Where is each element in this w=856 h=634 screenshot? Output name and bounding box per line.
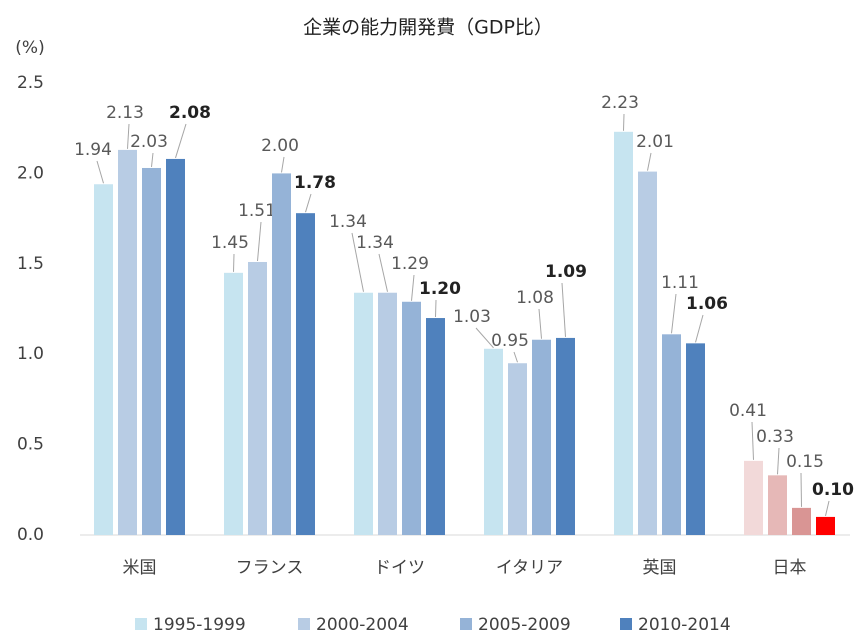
bar (402, 301, 421, 535)
bar (508, 363, 527, 535)
data-label: 1.29 (391, 254, 429, 274)
data-label: 0.95 (491, 331, 529, 351)
legend-label: 2005-2009 (478, 615, 571, 634)
leader-line (513, 351, 518, 363)
leader-line (538, 308, 542, 339)
bar (532, 339, 551, 535)
leader-line (233, 253, 235, 272)
bar (638, 171, 657, 536)
data-label: 1.06 (686, 294, 728, 314)
leader-line (411, 274, 415, 301)
legend-swatch (298, 618, 310, 630)
x-tick-label: 米国 (123, 558, 157, 578)
leader-line (800, 472, 802, 507)
legend-label: 2010-2014 (638, 615, 731, 634)
y-tick-label: 1.0 (17, 344, 44, 364)
data-label: 2.00 (261, 136, 299, 156)
legend-swatch (135, 618, 147, 630)
leader-line (695, 314, 704, 343)
data-label: 2.23 (601, 93, 639, 113)
bar (166, 158, 185, 535)
data-label: 0.41 (729, 401, 767, 421)
bar (768, 475, 787, 535)
data-label: 0.10 (812, 480, 854, 500)
bar (272, 173, 291, 535)
bar (296, 213, 315, 535)
leader-line (623, 113, 625, 131)
bar (816, 516, 835, 535)
leader-line (351, 232, 364, 292)
y-tick-label: 2.0 (17, 163, 44, 183)
leader-line (825, 500, 830, 517)
leader-line (378, 253, 388, 292)
legend-swatch (620, 618, 632, 630)
data-label: 1.09 (545, 262, 587, 282)
bar (792, 507, 811, 535)
leader-line (647, 152, 652, 171)
leader-line (777, 447, 780, 475)
leader-line (751, 421, 754, 460)
leader-line (561, 282, 566, 337)
data-label: 1.78 (294, 173, 336, 193)
x-tick-label: 日本 (773, 558, 807, 578)
leader-line (281, 156, 285, 173)
data-label: 1.51 (238, 201, 276, 221)
bar (614, 131, 633, 536)
data-label: 2.13 (106, 103, 144, 123)
data-label: 0.15 (786, 452, 824, 472)
bar (354, 292, 373, 535)
data-label: 1.94 (74, 140, 112, 160)
data-label: 1.08 (516, 288, 554, 308)
leader-line (475, 327, 494, 349)
leader-line (127, 123, 130, 149)
bar (662, 334, 681, 535)
y-axis-label: (%) (15, 38, 44, 58)
legend-swatch (460, 618, 472, 630)
data-label: 1.11 (661, 273, 699, 293)
bar (142, 167, 161, 535)
bar (224, 272, 243, 535)
bar (744, 460, 763, 535)
leader-line (257, 221, 262, 262)
bar (94, 184, 113, 536)
bar (426, 318, 445, 535)
x-tick-label: フランス (236, 558, 304, 578)
leader-line (175, 123, 187, 159)
data-label: 2.08 (169, 103, 211, 123)
data-label: 2.03 (130, 132, 168, 152)
leader-line (151, 152, 154, 168)
leader-line (96, 160, 104, 184)
y-tick-label: 2.5 (17, 73, 44, 93)
data-label: 1.34 (329, 212, 367, 232)
leader-line (671, 293, 677, 334)
legend-label: 2000-2004 (316, 615, 409, 634)
x-tick-label: 英国 (643, 558, 677, 578)
data-label: 1.03 (453, 307, 491, 327)
bar (686, 343, 705, 535)
leader-line (305, 193, 312, 213)
bar (484, 348, 503, 535)
data-label: 0.33 (756, 427, 794, 447)
leader-line (435, 299, 437, 318)
bar (118, 149, 137, 535)
data-label: 1.20 (419, 279, 461, 299)
bar (556, 337, 575, 535)
legend-label: 1995-1999 (153, 615, 246, 634)
bar (248, 261, 267, 535)
x-tick-label: ドイツ (374, 558, 425, 578)
data-label: 1.34 (356, 233, 394, 253)
x-tick-label: イタリア (496, 558, 563, 578)
y-tick-label: 0.0 (17, 525, 44, 545)
bar (378, 292, 397, 535)
chart-title: 企業の能力開発費（GDP比） (303, 17, 553, 39)
y-tick-label: 1.5 (17, 254, 44, 274)
data-label: 2.01 (636, 132, 674, 152)
data-label: 1.45 (211, 233, 249, 253)
y-tick-label: 0.5 (17, 435, 44, 455)
